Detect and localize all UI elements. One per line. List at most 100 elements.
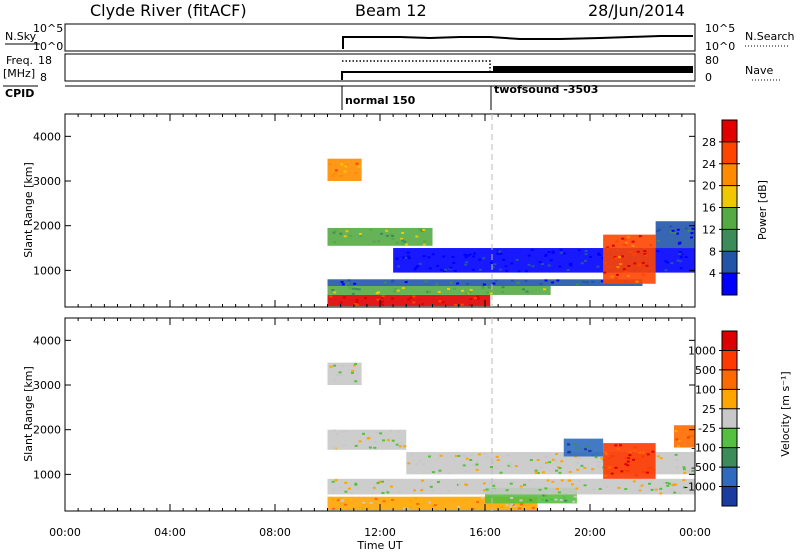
velocity-cell (540, 498, 544, 501)
power-cell (551, 251, 555, 254)
velocity-cell (376, 482, 380, 485)
power-cell (355, 288, 359, 291)
power-cell (331, 289, 335, 292)
power-cell (633, 262, 637, 265)
power-cell (549, 259, 553, 262)
power-colorbar-cell (722, 207, 737, 230)
station-title: Clyde River (fitACF) (90, 1, 247, 20)
velocity-cell (620, 470, 624, 473)
power-cell (615, 273, 619, 276)
velocity-ytick-label: 4000 (33, 334, 61, 347)
velocity-cell (519, 485, 523, 488)
velocity-cell (610, 472, 614, 475)
power-cell (391, 297, 395, 300)
power-cell (623, 243, 627, 246)
velocity-cell (395, 443, 399, 446)
velocity-cell (541, 471, 545, 474)
power-cell (493, 263, 497, 266)
power-cell (381, 295, 385, 298)
velocity-cell (624, 463, 628, 466)
velocity-cell (545, 499, 549, 502)
velocity-cell (329, 365, 333, 368)
velocity-cell (619, 444, 623, 447)
power-cell (517, 270, 521, 273)
power-cell (482, 283, 486, 286)
power-cell (678, 252, 682, 255)
velocity-cell (438, 469, 442, 472)
velocity-cell (616, 447, 620, 450)
velocity-cell (354, 482, 358, 485)
power-cell (637, 264, 641, 267)
velocity-cell (350, 371, 354, 374)
velocity-band (563, 438, 604, 457)
velocity-cell (381, 491, 385, 494)
power-colorbar-tick-label: 12 (702, 223, 716, 236)
velocity-cell (343, 503, 347, 506)
velocity-colorbar-tick-label: -500 (691, 461, 716, 474)
velocity-cell (410, 453, 414, 456)
velocity-cell (683, 471, 687, 474)
velocity-band (327, 362, 362, 386)
power-cell (403, 256, 407, 259)
freq-tick-top: 18 (38, 54, 52, 67)
velocity-cell (583, 448, 587, 451)
velocity-cell (331, 507, 335, 510)
velocity-cell (431, 471, 435, 474)
velocity-colorbar-cell (722, 428, 737, 448)
power-cell (355, 301, 359, 304)
power-cell (487, 286, 491, 289)
power-cell (669, 225, 673, 228)
power-cell (401, 239, 405, 242)
velocity-cell (626, 464, 630, 467)
velocity-cell (591, 468, 595, 471)
velocity-cell (673, 491, 677, 494)
velocity-cell (604, 451, 608, 454)
power-cell (641, 273, 645, 276)
velocity-cell (598, 460, 602, 463)
power-cell (347, 279, 351, 282)
velocity-cell (531, 506, 535, 509)
velocity-cell (583, 484, 587, 487)
nave-dense-trace (493, 66, 693, 73)
velocity-colorbar-label: Velocity [m s⁻¹] (779, 371, 792, 456)
power-cell (452, 261, 456, 264)
power-colorbar-cell (722, 120, 737, 142)
power-cell (614, 277, 618, 280)
velocity-cell (536, 458, 540, 461)
velocity-cell (564, 499, 568, 502)
velocity-cell (539, 466, 543, 469)
velocity-cell (366, 507, 370, 510)
velocity-xtick-label: 12:00 (364, 526, 396, 539)
velocity-cell (338, 371, 342, 374)
power-cell (591, 280, 595, 283)
velocity-cell (419, 489, 423, 492)
velocity-cell (527, 479, 531, 482)
velocity-cell (356, 487, 360, 490)
power-cell (466, 292, 470, 295)
velocity-cell (614, 444, 618, 447)
velocity-cell (628, 450, 632, 453)
power-cell (624, 241, 628, 244)
power-cell (354, 171, 358, 174)
power-cell (357, 165, 361, 168)
freq-label-1: Freq. (6, 54, 33, 67)
power-cell (447, 287, 451, 290)
velocity-cell (545, 455, 549, 458)
velocity-cell (656, 455, 660, 458)
power-cell (499, 268, 503, 271)
velocity-ytick-label: 2000 (33, 424, 61, 437)
freq-label-2: [MHz] (3, 67, 35, 80)
velocity-cell (492, 484, 496, 487)
velocity-data-layer (327, 362, 695, 511)
power-cell (679, 256, 683, 259)
power-cell (620, 281, 624, 284)
velocity-cell (458, 483, 462, 486)
power-cell (418, 262, 422, 265)
velocity-cell (373, 488, 377, 491)
velocity-cell (439, 454, 443, 457)
freq-panel: Freq. [MHz] 18 8 80 0 Nave (3, 53, 780, 84)
power-cell (657, 228, 661, 231)
power-cell (395, 257, 399, 260)
velocity-cell (414, 497, 418, 500)
power-cell (596, 265, 600, 268)
